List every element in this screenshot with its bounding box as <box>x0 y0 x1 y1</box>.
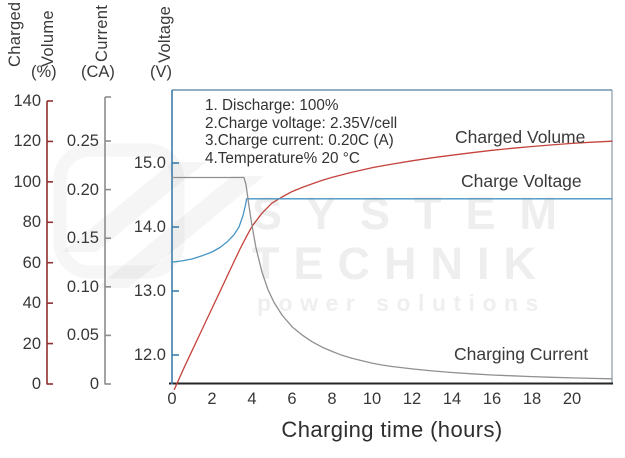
x-tick-label: 12 <box>402 390 422 408</box>
voltage-tick-label: 15.0 <box>133 154 166 172</box>
x-tick-label: 20 <box>562 390 582 408</box>
current-tick-label: 0.20 <box>66 180 99 199</box>
charging-current-curve <box>171 176 613 380</box>
current-axis-title: Current <box>93 4 111 62</box>
x-tick-label: 0 <box>167 390 177 408</box>
current-tick-label: 0.05 <box>66 326 99 345</box>
volume-tick-label: 0 <box>31 375 41 393</box>
watermark-solutions-text: power solutions <box>257 290 546 316</box>
current-tick-label: 0 <box>89 375 99 393</box>
x-tick-label: 14 <box>442 390 462 408</box>
x-tick-label: 18 <box>522 390 542 408</box>
volume-tick-label: 120 <box>13 132 41 151</box>
conditions-annotation-block: 1. Discharge: 100% 2.Charge voltage: 2.35… <box>205 97 397 167</box>
charge-voltage-curve <box>171 198 613 263</box>
volume-axis-unit: (%) <box>31 63 57 81</box>
volume-tick-label: 60 <box>22 253 41 272</box>
annotation-line: 2.Charge voltage: 2.35V/cell <box>205 114 398 132</box>
x-tick-label: 10 <box>362 390 382 408</box>
voltage-tick-label: 12.0 <box>133 346 166 364</box>
watermark-logo-swoosh-upper <box>62 162 206 252</box>
x-tick-label: 4 <box>247 390 257 408</box>
volume-tick-label: 100 <box>13 172 41 191</box>
charge-voltage-curve-label: Charge Voltage <box>461 171 582 191</box>
annotation-line: 3.Charge current: 0.20C (A) <box>205 132 394 150</box>
charging-current-curve-label: Charging Current <box>454 344 589 364</box>
x-axis-title: Charging time (hours) <box>281 417 503 442</box>
voltage-tick-label: 14.0 <box>133 218 166 236</box>
watermark-system-text: SYSTEM <box>252 188 582 239</box>
current-axis-unit: (CA) <box>81 63 115 81</box>
annotation-line: 4.Temperature% 20 °C <box>205 149 360 167</box>
voltage-axis-unit: (V) <box>150 63 172 81</box>
x-tick-label: 8 <box>327 390 337 408</box>
volume-tick-label: 40 <box>22 294 41 313</box>
voltage-tick-label: 13.0 <box>133 282 166 300</box>
annotation-line: 1. Discharge: 100% <box>205 97 339 114</box>
watermark-logo-swoosh-lower <box>96 176 264 288</box>
charged-volume-curve-label: Charged Volume <box>455 127 586 147</box>
charged-volume-curve <box>173 140 613 390</box>
volume-axis-title-line2: Volume <box>39 10 57 67</box>
watermark-technik-text: TECHNIK <box>252 238 550 289</box>
volume-tick-label: 140 <box>13 92 41 110</box>
x-tick-label: 6 <box>287 390 297 408</box>
x-tick-label: 2 <box>207 390 217 408</box>
current-tick-label: 0.15 <box>66 229 99 248</box>
current-tick-label: 0.10 <box>66 277 99 296</box>
watermark-logo-ring <box>53 143 185 279</box>
voltage-axis-title: Voltage <box>156 5 174 63</box>
current-tick-label: 0.25 <box>66 132 99 150</box>
volume-tick-label: 20 <box>22 334 41 353</box>
x-tick-label: 16 <box>482 390 502 408</box>
volume-axis-title-line1: Charged <box>6 1 24 67</box>
volume-tick-label: 80 <box>22 213 41 232</box>
